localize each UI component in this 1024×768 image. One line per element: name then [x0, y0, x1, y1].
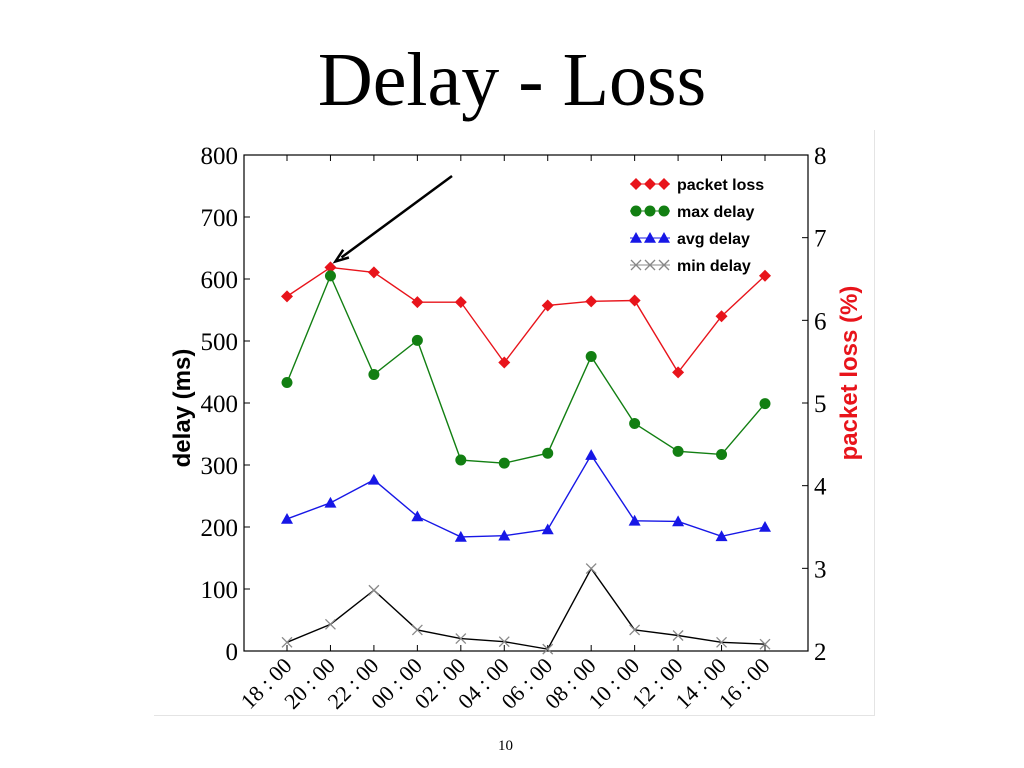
min-delay-point-stroke	[585, 563, 597, 574]
avg-delay-line	[286, 453, 766, 538]
slide-title: Delay - Loss	[317, 38, 707, 122]
y-left-tick-label: 800	[201, 143, 239, 170]
max-delay-point	[672, 445, 684, 457]
avg-delay-point	[367, 473, 380, 485]
packet-loss-point	[585, 295, 598, 308]
y-right-tick-label: 7	[814, 226, 827, 253]
packet-loss-point	[324, 261, 337, 274]
packet-loss-point	[715, 310, 728, 323]
packet-loss-line	[286, 266, 766, 374]
y-right-tick-label: 8	[814, 143, 827, 170]
avg-delay-point	[454, 530, 467, 542]
y-left-tick-label: 400	[201, 391, 239, 418]
min-delay-point-stroke	[498, 636, 510, 648]
min-delay-point-stroke	[629, 624, 641, 636]
avg-delay-point	[324, 496, 337, 508]
plot-area-border	[243, 154, 809, 652]
min-delay-point-stroke	[716, 636, 728, 648]
legend-max-delay-label: max delay	[677, 204, 754, 221]
min-delay-point	[281, 636, 293, 648]
min-delay-point-stroke	[759, 638, 771, 650]
max-delay-point	[281, 377, 293, 389]
y-left-tick-label: 200	[201, 515, 239, 542]
max-delay-point	[629, 417, 641, 429]
y-right-tick-label: 5	[814, 391, 827, 418]
avg-delay-point	[281, 512, 293, 524]
y-left-tick-label: 300	[201, 453, 239, 480]
avg-delay-point	[585, 449, 598, 460]
min-delay-point	[629, 624, 641, 636]
avg-delay-point	[715, 530, 728, 542]
min-delay-point	[759, 638, 771, 650]
chart-frame: 0 100 200 300 400 500 600 700 800 2 3 4 5 6 7 8 18 : 00 2…	[154, 130, 875, 716]
packet-loss-point	[759, 269, 771, 282]
legend-min-delay-label: min delay	[677, 258, 751, 275]
max-delay-point	[368, 368, 380, 380]
max-delay-point	[498, 457, 510, 469]
legend-avg-delay-marker	[630, 232, 642, 243]
y-left-tick-label: 700	[201, 205, 239, 232]
min-delay-point	[368, 584, 380, 596]
min-delay-line	[286, 567, 766, 650]
max-delay-point	[542, 447, 554, 459]
min-delay-point	[585, 563, 597, 574]
y-left-axis-label: delay (ms)	[169, 349, 196, 468]
annotation-arrow-shaft	[340, 174, 453, 259]
packet-loss-point	[498, 356, 511, 369]
y-right-tick-label: 3	[814, 556, 827, 583]
max-delay-point	[455, 454, 467, 466]
avg-delay-point	[628, 514, 641, 526]
legend-packet-loss-label: packet loss	[677, 177, 764, 194]
min-delay-point	[716, 636, 728, 648]
x-tick-label: 16 : 00	[714, 653, 775, 714]
avg-delay-point	[759, 521, 771, 532]
y-left-tick-label: 0	[226, 639, 239, 666]
packet-loss-point	[454, 296, 467, 309]
annotation-arrow-head	[332, 249, 350, 264]
max-delay-point	[411, 334, 423, 346]
max-delay-line	[286, 274, 766, 464]
min-delay-point	[455, 633, 467, 645]
packet-loss-point	[672, 366, 685, 379]
min-delay-point	[542, 643, 554, 655]
y-left-tick-label: 500	[201, 329, 239, 356]
y-right-tick-label: 2	[814, 639, 827, 666]
max-delay-point	[716, 448, 728, 460]
min-delay-point-stroke	[672, 630, 684, 641]
legend-avg-delay-marker	[644, 232, 656, 243]
min-delay-point-stroke	[411, 624, 423, 636]
min-delay-point	[411, 624, 423, 636]
y-left-tick-label: 100	[201, 577, 239, 604]
y-right-axis-label: packet loss (%)	[836, 286, 863, 461]
min-delay-point	[324, 618, 336, 630]
min-delay-point-stroke	[324, 618, 336, 630]
min-delay-point-stroke	[368, 584, 380, 596]
y-right-tick-label: 6	[814, 308, 827, 335]
avg-delay-point	[672, 515, 685, 527]
packet-loss-point	[541, 299, 554, 312]
avg-delay-point	[498, 529, 511, 541]
legend-avg-delay-marker	[658, 232, 670, 243]
packet-loss-point	[411, 296, 424, 309]
y-right-tick-label: 4	[814, 474, 827, 501]
page-number: 10	[498, 738, 513, 754]
avg-delay-point	[411, 510, 424, 522]
packet-loss-point	[281, 290, 293, 303]
legend-avg-delay-label: avg delay	[677, 231, 750, 248]
min-delay-point-stroke	[281, 636, 293, 648]
max-delay-point	[759, 398, 771, 410]
y-left-tick-label: 600	[201, 267, 239, 294]
packet-loss-point	[367, 266, 380, 279]
min-delay-point-stroke	[455, 633, 467, 645]
packet-loss-point	[628, 294, 641, 307]
min-delay-point-stroke	[542, 643, 554, 655]
max-delay-point	[324, 270, 336, 282]
avg-delay-point	[541, 523, 554, 535]
max-delay-point	[585, 351, 597, 362]
min-delay-point	[498, 636, 510, 648]
min-delay-point	[672, 630, 684, 641]
